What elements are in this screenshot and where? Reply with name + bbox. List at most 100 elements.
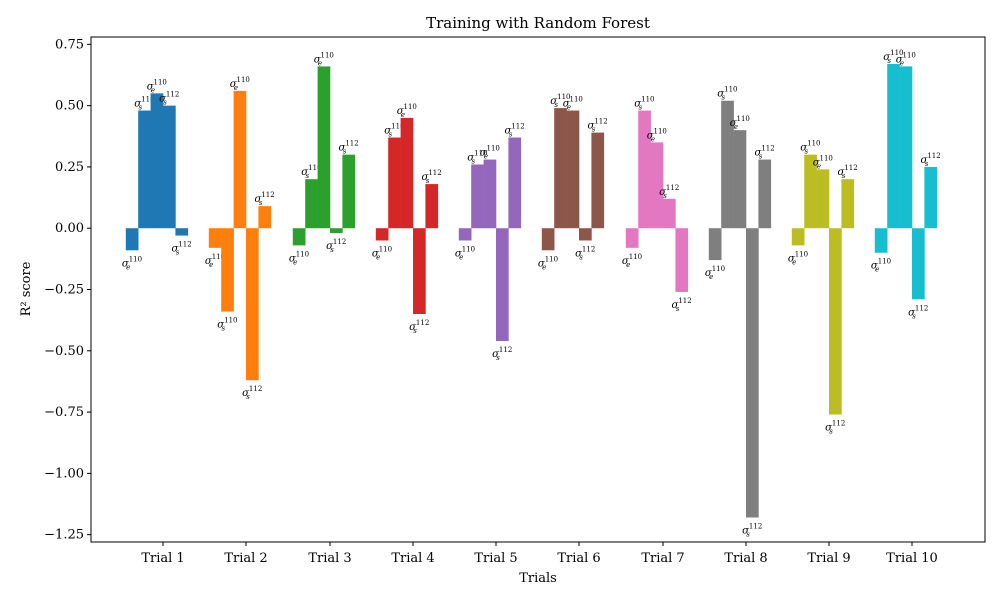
bar: [874, 228, 888, 253]
bar-label: σ110 e: [289, 250, 309, 266]
bar-label: σ110 e: [871, 258, 891, 274]
bar-label: σ112 s: [754, 145, 774, 161]
bar: [125, 228, 139, 251]
bar-label: σ112 s: [587, 118, 607, 134]
bar-label: σ110 s: [217, 317, 237, 333]
bar-label: σ110 e: [122, 255, 142, 271]
x-tick-label: Trial 4: [391, 551, 434, 566]
bar: [758, 159, 772, 229]
bar-label: σ110 e: [147, 78, 167, 94]
bar-label: σ112 s: [920, 152, 940, 168]
bar: [508, 137, 522, 229]
bar-label: σ110 e: [480, 145, 500, 161]
bar-label: σ110 s: [634, 96, 654, 112]
bar: [150, 93, 164, 229]
bar-label: σ110 e: [813, 154, 833, 170]
bar-label: σ110 e: [314, 51, 334, 67]
bar-label: σ112 s: [159, 91, 179, 107]
bar: [292, 228, 306, 246]
bar: [375, 228, 389, 241]
x-tick-label: Trial 6: [557, 551, 600, 566]
bar: [579, 228, 592, 241]
bar: [663, 198, 676, 229]
bar: [721, 100, 734, 229]
bar-label: σ112 s: [492, 346, 512, 362]
x-tick-label: Trial 8: [724, 551, 767, 566]
bar-label: σ112 s: [908, 304, 928, 320]
y-tick-label: 0.00: [55, 221, 84, 236]
bar: [554, 108, 567, 229]
bar: [138, 110, 151, 229]
bar: [425, 184, 439, 229]
x-tick-label: Trial 9: [807, 551, 850, 566]
y-tick-label: −0.75: [44, 405, 84, 420]
bar: [175, 228, 189, 236]
bar: [400, 117, 414, 229]
bar: [342, 154, 356, 229]
bar-label: σ112 s: [338, 140, 358, 156]
bar-label: σ112 s: [742, 522, 762, 538]
bar: [791, 228, 805, 246]
bar: [483, 159, 497, 229]
bar: [233, 90, 247, 229]
bar: [829, 228, 842, 415]
bar: [208, 228, 222, 248]
bar-label: σ110 e: [622, 253, 642, 269]
bar: [330, 228, 343, 234]
bar: [650, 142, 664, 229]
bar: [258, 206, 272, 229]
bar: [816, 169, 830, 229]
bar: [163, 105, 176, 229]
x-tick-label: Trial 1: [141, 551, 184, 566]
bar-label: σ110 e: [896, 51, 916, 67]
bar-label: σ112 s: [409, 319, 429, 335]
x-tick-label: Trial 10: [886, 551, 938, 566]
bar: [221, 228, 234, 312]
bar: [317, 66, 331, 229]
y-tick-label: −1.00: [44, 466, 84, 481]
x-tick-label: Trial 2: [224, 551, 267, 566]
bar: [675, 228, 689, 292]
bar-label: σ112 s: [421, 169, 441, 185]
x-tick-label: Trial 5: [474, 551, 517, 566]
bar-label: σ112 s: [659, 184, 679, 200]
bar-label: σ112 s: [671, 297, 691, 313]
y-axis-label: R² score: [19, 261, 34, 316]
bar: [912, 228, 925, 300]
y-tick-label: 0.75: [55, 37, 84, 52]
x-tick-label: Trial 3: [308, 551, 351, 566]
bar: [496, 228, 509, 341]
bar-label: σ110 e: [230, 76, 250, 92]
bar: [899, 66, 913, 229]
bar-label: σ110 e: [455, 245, 475, 261]
bar-label: σ112 s: [504, 123, 524, 139]
bar-label: σ110 e: [397, 103, 417, 119]
bar: [246, 228, 259, 381]
bar: [924, 166, 938, 229]
bar-label: σ110 s: [717, 86, 737, 102]
bar-label: σ110 e: [788, 250, 808, 266]
bar: [471, 164, 484, 229]
bar: [746, 228, 759, 518]
bar-label: σ110 e: [730, 115, 750, 131]
chart-title: Training with Random Forest: [426, 14, 650, 32]
bar-label: σ110 e: [538, 255, 558, 271]
bar-label: σ112 s: [326, 238, 346, 254]
x-axis-label: Trials: [519, 571, 557, 586]
y-tick-label: 0.50: [55, 99, 84, 114]
bar-label: σ110 e: [372, 245, 392, 261]
y-tick-label: 0.25: [55, 160, 84, 175]
bar: [388, 137, 401, 229]
y-tick-label: −0.25: [44, 283, 84, 298]
x-tick-label: Trial 7: [641, 551, 684, 566]
bar-label: σ110 s: [800, 140, 820, 156]
bar-label: σ112 s: [837, 164, 857, 180]
bar-label: σ112 s: [575, 245, 595, 261]
bar: [566, 110, 580, 229]
bar: [413, 228, 426, 315]
bar: [541, 228, 555, 251]
bar-label: σ110 e: [705, 265, 725, 281]
bar: [625, 228, 639, 248]
bar-label: σ112 s: [254, 191, 274, 207]
